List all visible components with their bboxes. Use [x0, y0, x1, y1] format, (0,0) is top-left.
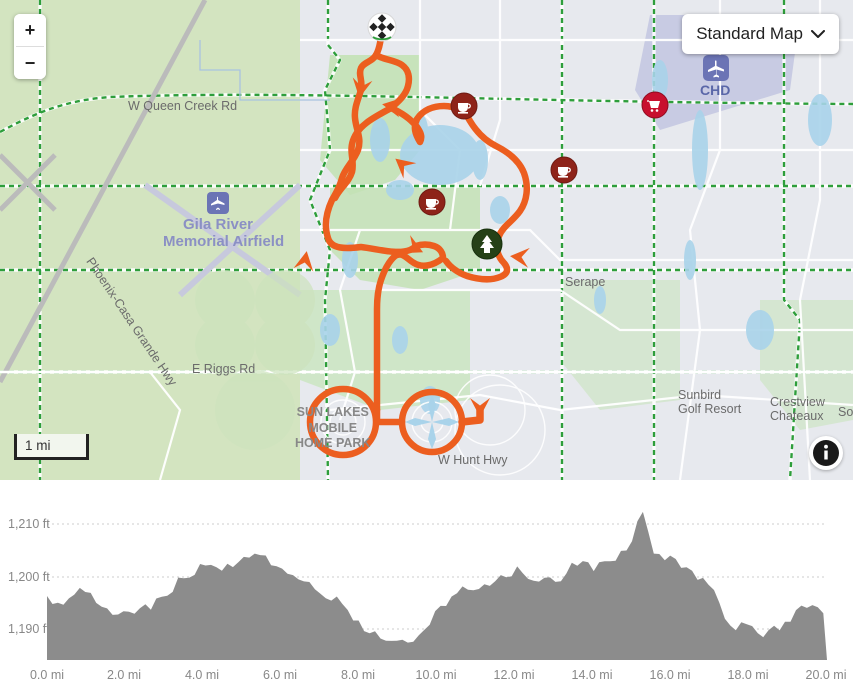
svg-text:1,190 ft: 1,190 ft [8, 622, 50, 636]
svg-text:2.0 mi: 2.0 mi [107, 668, 141, 682]
svg-text:0.0 mi: 0.0 mi [30, 668, 64, 682]
svg-text:14.0 mi: 14.0 mi [572, 668, 613, 682]
svg-text:16.0 mi: 16.0 mi [650, 668, 691, 682]
svg-text:10.0 mi: 10.0 mi [416, 668, 457, 682]
svg-text:1,210 ft: 1,210 ft [8, 517, 50, 531]
svg-text:4.0 mi: 4.0 mi [185, 668, 219, 682]
svg-text:8.0 mi: 8.0 mi [341, 668, 375, 682]
svg-text:12.0 mi: 12.0 mi [494, 668, 535, 682]
svg-text:18.0 mi: 18.0 mi [728, 668, 769, 682]
svg-text:6.0 mi: 6.0 mi [263, 668, 297, 682]
svg-text:20.0 mi: 20.0 mi [806, 668, 847, 682]
svg-text:1,200 ft: 1,200 ft [8, 570, 50, 584]
